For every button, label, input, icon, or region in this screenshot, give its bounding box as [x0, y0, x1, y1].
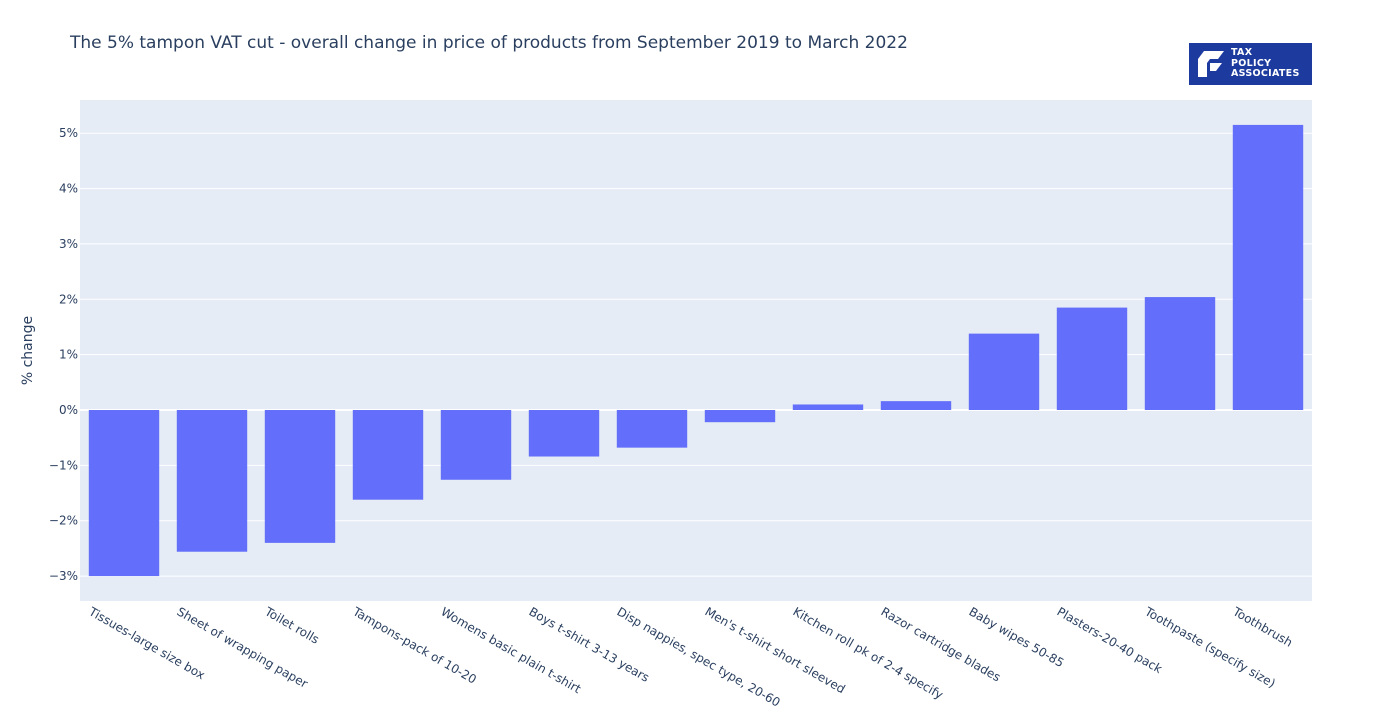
bar [616, 410, 688, 448]
x-tick-label: Kitchen roll pk of 2-4 specify [791, 604, 946, 702]
bar [264, 410, 336, 543]
bar [792, 404, 864, 411]
logo-mark-icon [1198, 51, 1224, 77]
y-tick-label: 0% [59, 403, 78, 417]
bar [1144, 297, 1216, 411]
bar [1056, 307, 1128, 411]
tax-policy-associates-logo: TAX POLICY ASSOCIATES [1189, 43, 1312, 85]
y-tick-label: −1% [49, 458, 78, 472]
x-tick-label: Toilet rolls [262, 604, 322, 647]
y-tick-label: 5% [59, 126, 78, 140]
x-tick-label: Disp nappies, spec type, 20-60 [615, 604, 783, 709]
x-tick-label: Toothbrush [1230, 604, 1295, 650]
bar [528, 410, 600, 457]
logo-line-1: TAX [1231, 47, 1253, 58]
bar [176, 410, 248, 552]
x-tick-label: Men's t-shirt short sleeved [703, 604, 848, 696]
y-axis-label: % change [20, 316, 36, 385]
bar [880, 401, 952, 411]
bar [704, 410, 776, 423]
logo-line-3: ASSOCIATES [1231, 68, 1300, 79]
bars [88, 124, 1304, 577]
bar [88, 410, 160, 577]
chart-title: The 5% tampon VAT cut - overall change i… [70, 33, 908, 53]
bar [1232, 124, 1304, 411]
bar [440, 410, 512, 480]
y-tick-label: 1% [59, 348, 78, 362]
y-tick-label: −2% [49, 514, 78, 528]
logo-line-2: POLICY [1231, 57, 1272, 69]
y-tick-label: 3% [59, 237, 78, 251]
bar [968, 333, 1040, 411]
y-tick-label: 2% [59, 292, 78, 306]
y-axis-ticks: −3% −2% −1% 0% 1% 2% 3% 4% 5% [49, 126, 78, 583]
x-tick-label: Womens basic plain t-shirt [439, 604, 584, 696]
logo-text: TAX POLICY ASSOCIATES [1231, 47, 1300, 80]
y-tick-label: 4% [59, 182, 78, 196]
y-tick-label: −3% [49, 569, 78, 583]
bar [352, 410, 424, 500]
